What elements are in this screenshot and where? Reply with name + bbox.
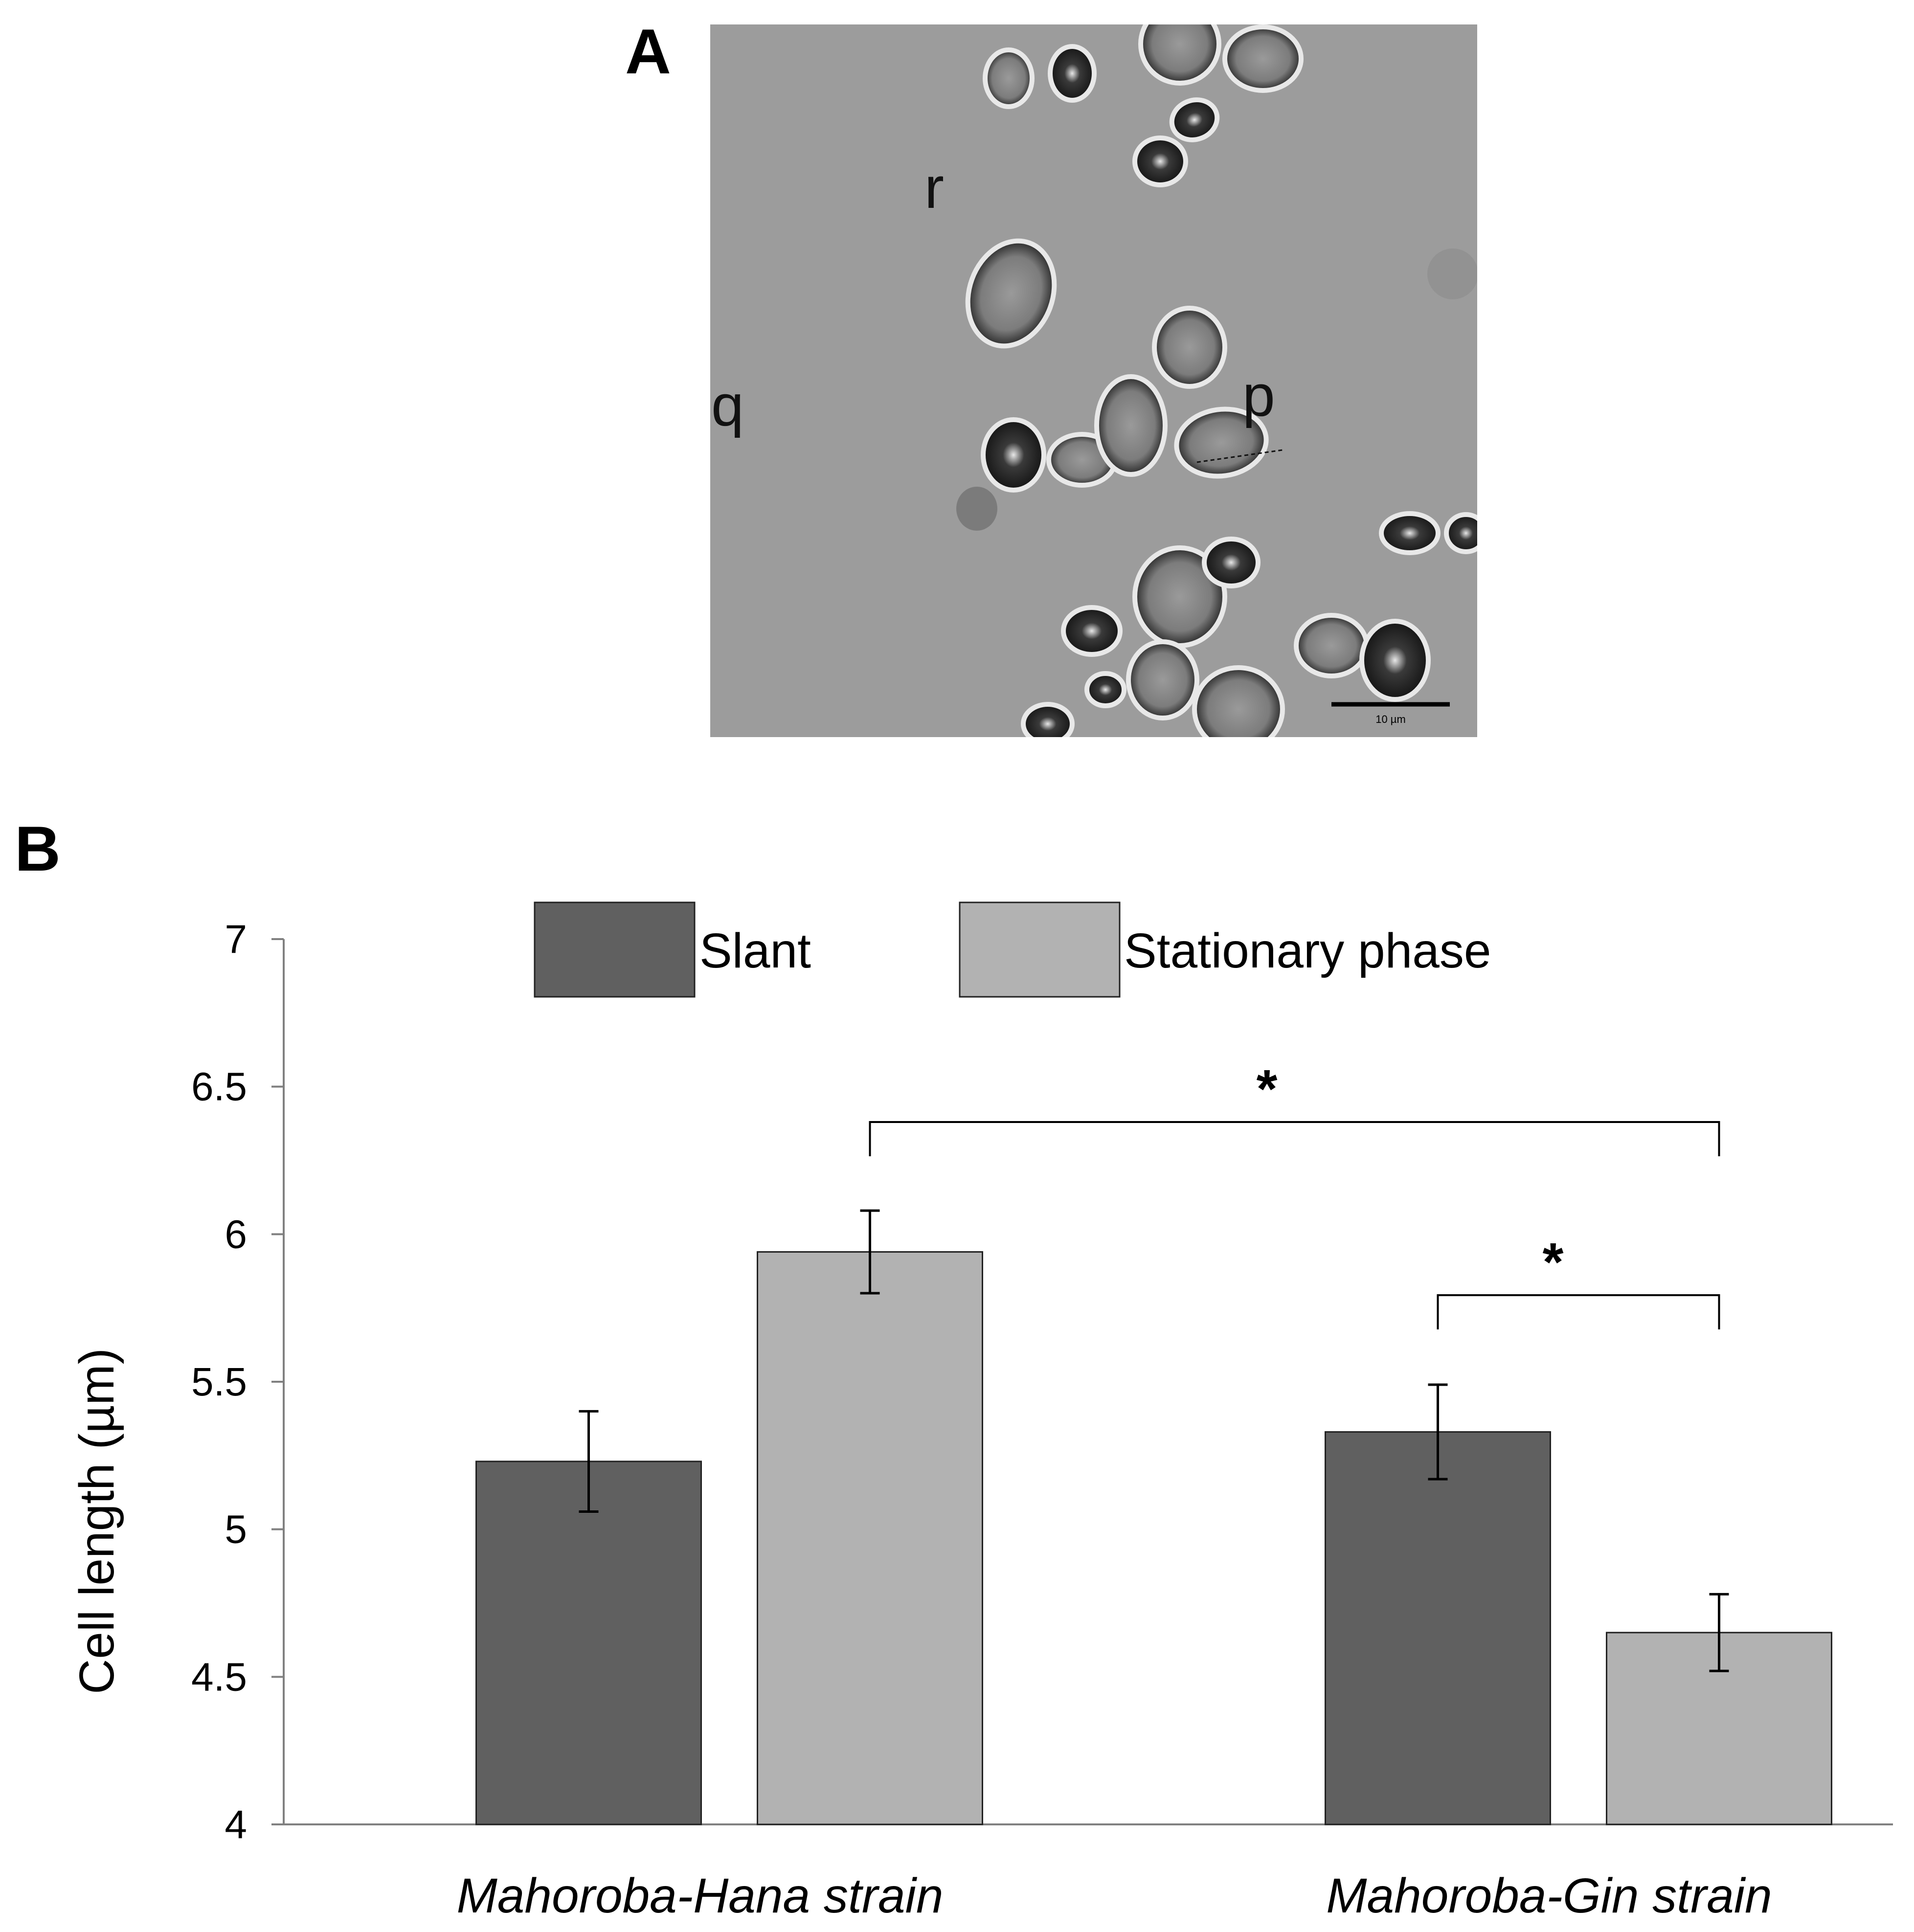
- yeast-cell-15: [1061, 605, 1123, 657]
- y-tick-label: 7: [225, 917, 247, 962]
- yeast-cell-0: [983, 47, 1035, 109]
- y-tick-label: 5: [225, 1507, 247, 1552]
- scale-bar-label: 10 µm: [1375, 713, 1406, 725]
- chart-legend: Slant Stationary phase: [534, 901, 1491, 998]
- yeast-cell-11: [1169, 97, 1220, 142]
- legend-label: Stationary phase: [1124, 923, 1491, 978]
- significance-bracket: [869, 1121, 1720, 1156]
- y-axis-label: Cell length (µm): [69, 1348, 124, 1694]
- yeast-cell-16: [1084, 671, 1126, 708]
- y-tick-label: 4: [225, 1802, 247, 1847]
- chart-bars: [475, 1251, 1832, 1825]
- significance-marker: *: [1543, 1232, 1564, 1292]
- significance-bracket: [1437, 1294, 1720, 1329]
- bar: [1325, 1431, 1551, 1825]
- y-tick-label: 6: [225, 1212, 247, 1257]
- cell-label-p: p: [1242, 363, 1275, 428]
- cell-label-r: r: [924, 155, 944, 221]
- yeast-cell-1: [1048, 44, 1097, 103]
- yeast-cell-14: [1202, 537, 1261, 588]
- micrograph-image: r q p 10 µm: [710, 24, 1477, 737]
- chart-significance: **: [869, 1059, 1720, 1329]
- yeast-cell-4: [965, 238, 1057, 349]
- yeast-cell-7: [1094, 374, 1168, 477]
- yeast-cell-22: [1192, 665, 1285, 737]
- panel-a-label: A: [625, 16, 671, 87]
- yeast-cell-9: [1152, 306, 1227, 389]
- y-tick-label: 4.5: [191, 1655, 247, 1699]
- yeast-cells: [965, 24, 1477, 737]
- yeast-cell-19: [1359, 619, 1431, 702]
- significance-marker: *: [1257, 1059, 1278, 1119]
- chart-axes: 4 4.5 5 5.5 6 6.5 7 Mahoroba-Hana strain Mahorob…: [191, 917, 1893, 1923]
- panel-b-label: B: [15, 813, 61, 884]
- y-tick-label: 5.5: [191, 1360, 247, 1404]
- cell-label-q: q: [711, 373, 744, 438]
- bar: [757, 1251, 983, 1825]
- yeast-cell-20: [1379, 511, 1441, 555]
- yeast-cell-12: [1174, 406, 1269, 479]
- yeast-cell-10: [1132, 135, 1188, 187]
- yeast-cell-17: [1126, 639, 1199, 720]
- yeast-cell-21: [1444, 512, 1477, 554]
- yeast-cell-23: [1021, 702, 1075, 737]
- yeast-cell-5: [981, 417, 1046, 493]
- yeast-cell-3: [1222, 24, 1304, 93]
- yeast-cell-2: [1138, 24, 1221, 86]
- legend-swatch: [534, 901, 696, 998]
- x-category-label: Mahoroba-Hana strain: [457, 1868, 944, 1923]
- legend-label: Slant: [699, 923, 811, 978]
- legend-swatch: [959, 901, 1121, 998]
- x-category-label: Mahoroba-Gin strain: [1326, 1868, 1772, 1923]
- y-tick-label: 6.5: [191, 1065, 247, 1109]
- yeast-cell-18: [1294, 613, 1369, 678]
- bar: [475, 1460, 702, 1825]
- chart-error-bars: [579, 1209, 1729, 1672]
- bar-chart: 4 4.5 5 5.5 6 6.5 7 Mahoroba-Hana strain Mahorob…: [69, 901, 1893, 1923]
